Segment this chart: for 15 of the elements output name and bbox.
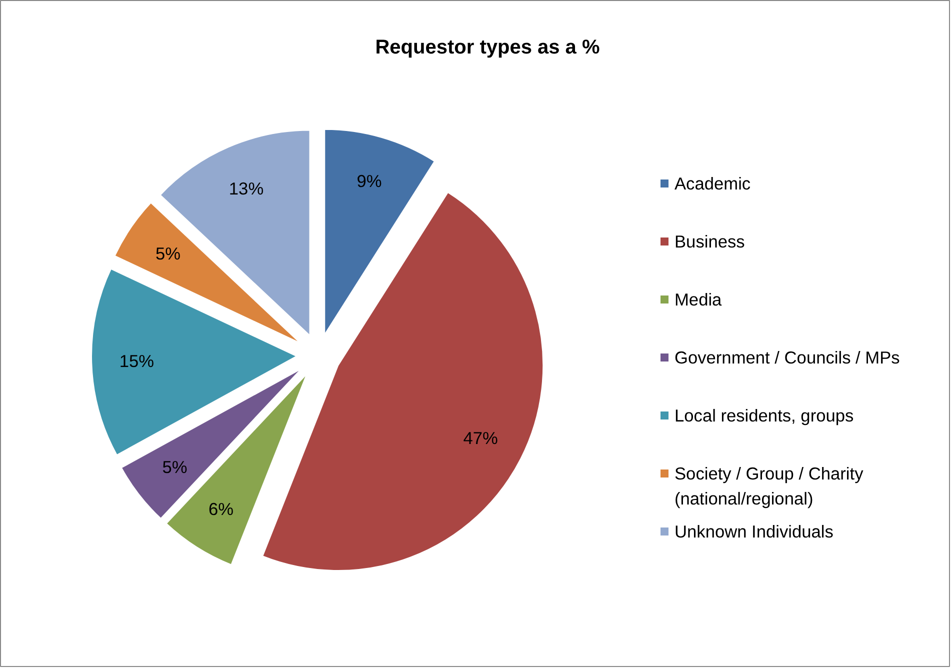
data-label: 13% bbox=[228, 178, 264, 199]
chart-title: Requestor types as a % bbox=[375, 36, 600, 58]
legend-label: Society / Group / Charity (national/regional) bbox=[674, 464, 864, 508]
data-label: 5% bbox=[162, 456, 188, 477]
data-label: 9% bbox=[356, 170, 382, 191]
legend-label: Academic bbox=[674, 174, 751, 194]
legend-label: Media bbox=[674, 290, 722, 310]
legend-label: Local residents, groups bbox=[674, 406, 854, 426]
data-label: 6% bbox=[208, 499, 234, 520]
data-label: 5% bbox=[156, 243, 181, 264]
data-label: 15% bbox=[119, 351, 154, 372]
data-label: 47% bbox=[463, 428, 498, 448]
legend-label: Government / Councils / MPs bbox=[674, 348, 900, 368]
legend-label: Business bbox=[674, 232, 746, 252]
legend-label: Unknown Individuals bbox=[674, 522, 834, 542]
